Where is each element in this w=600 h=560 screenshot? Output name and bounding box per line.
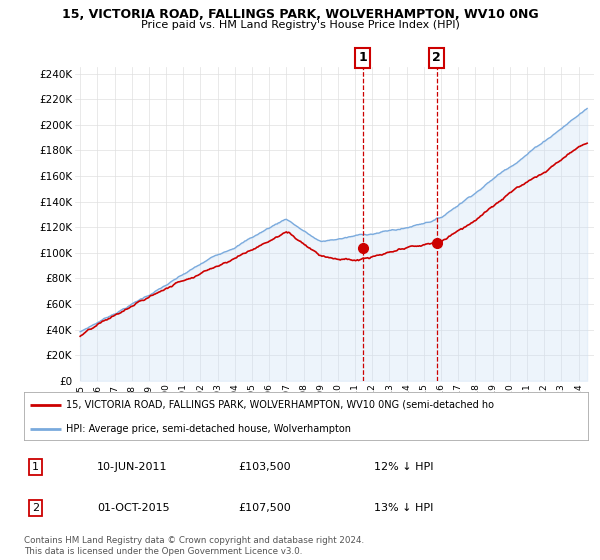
Text: 01-OCT-2015: 01-OCT-2015	[97, 503, 170, 513]
Text: 15, VICTORIA ROAD, FALLINGS PARK, WOLVERHAMPTON, WV10 0NG (semi-detached ho: 15, VICTORIA ROAD, FALLINGS PARK, WOLVER…	[66, 400, 494, 410]
Text: 13% ↓ HPI: 13% ↓ HPI	[374, 503, 433, 513]
Text: £103,500: £103,500	[238, 462, 291, 472]
Text: 2: 2	[32, 503, 39, 513]
Text: 12% ↓ HPI: 12% ↓ HPI	[374, 462, 433, 472]
Text: 2: 2	[433, 52, 441, 64]
Text: 10-JUN-2011: 10-JUN-2011	[97, 462, 168, 472]
Text: Contains HM Land Registry data © Crown copyright and database right 2024.
This d: Contains HM Land Registry data © Crown c…	[24, 536, 364, 556]
Text: £107,500: £107,500	[238, 503, 291, 513]
Text: 1: 1	[32, 462, 39, 472]
Text: HPI: Average price, semi-detached house, Wolverhampton: HPI: Average price, semi-detached house,…	[66, 424, 352, 434]
Text: Price paid vs. HM Land Registry's House Price Index (HPI): Price paid vs. HM Land Registry's House …	[140, 20, 460, 30]
Text: 15, VICTORIA ROAD, FALLINGS PARK, WOLVERHAMPTON, WV10 0NG: 15, VICTORIA ROAD, FALLINGS PARK, WOLVER…	[62, 8, 538, 21]
Text: 1: 1	[358, 52, 367, 64]
